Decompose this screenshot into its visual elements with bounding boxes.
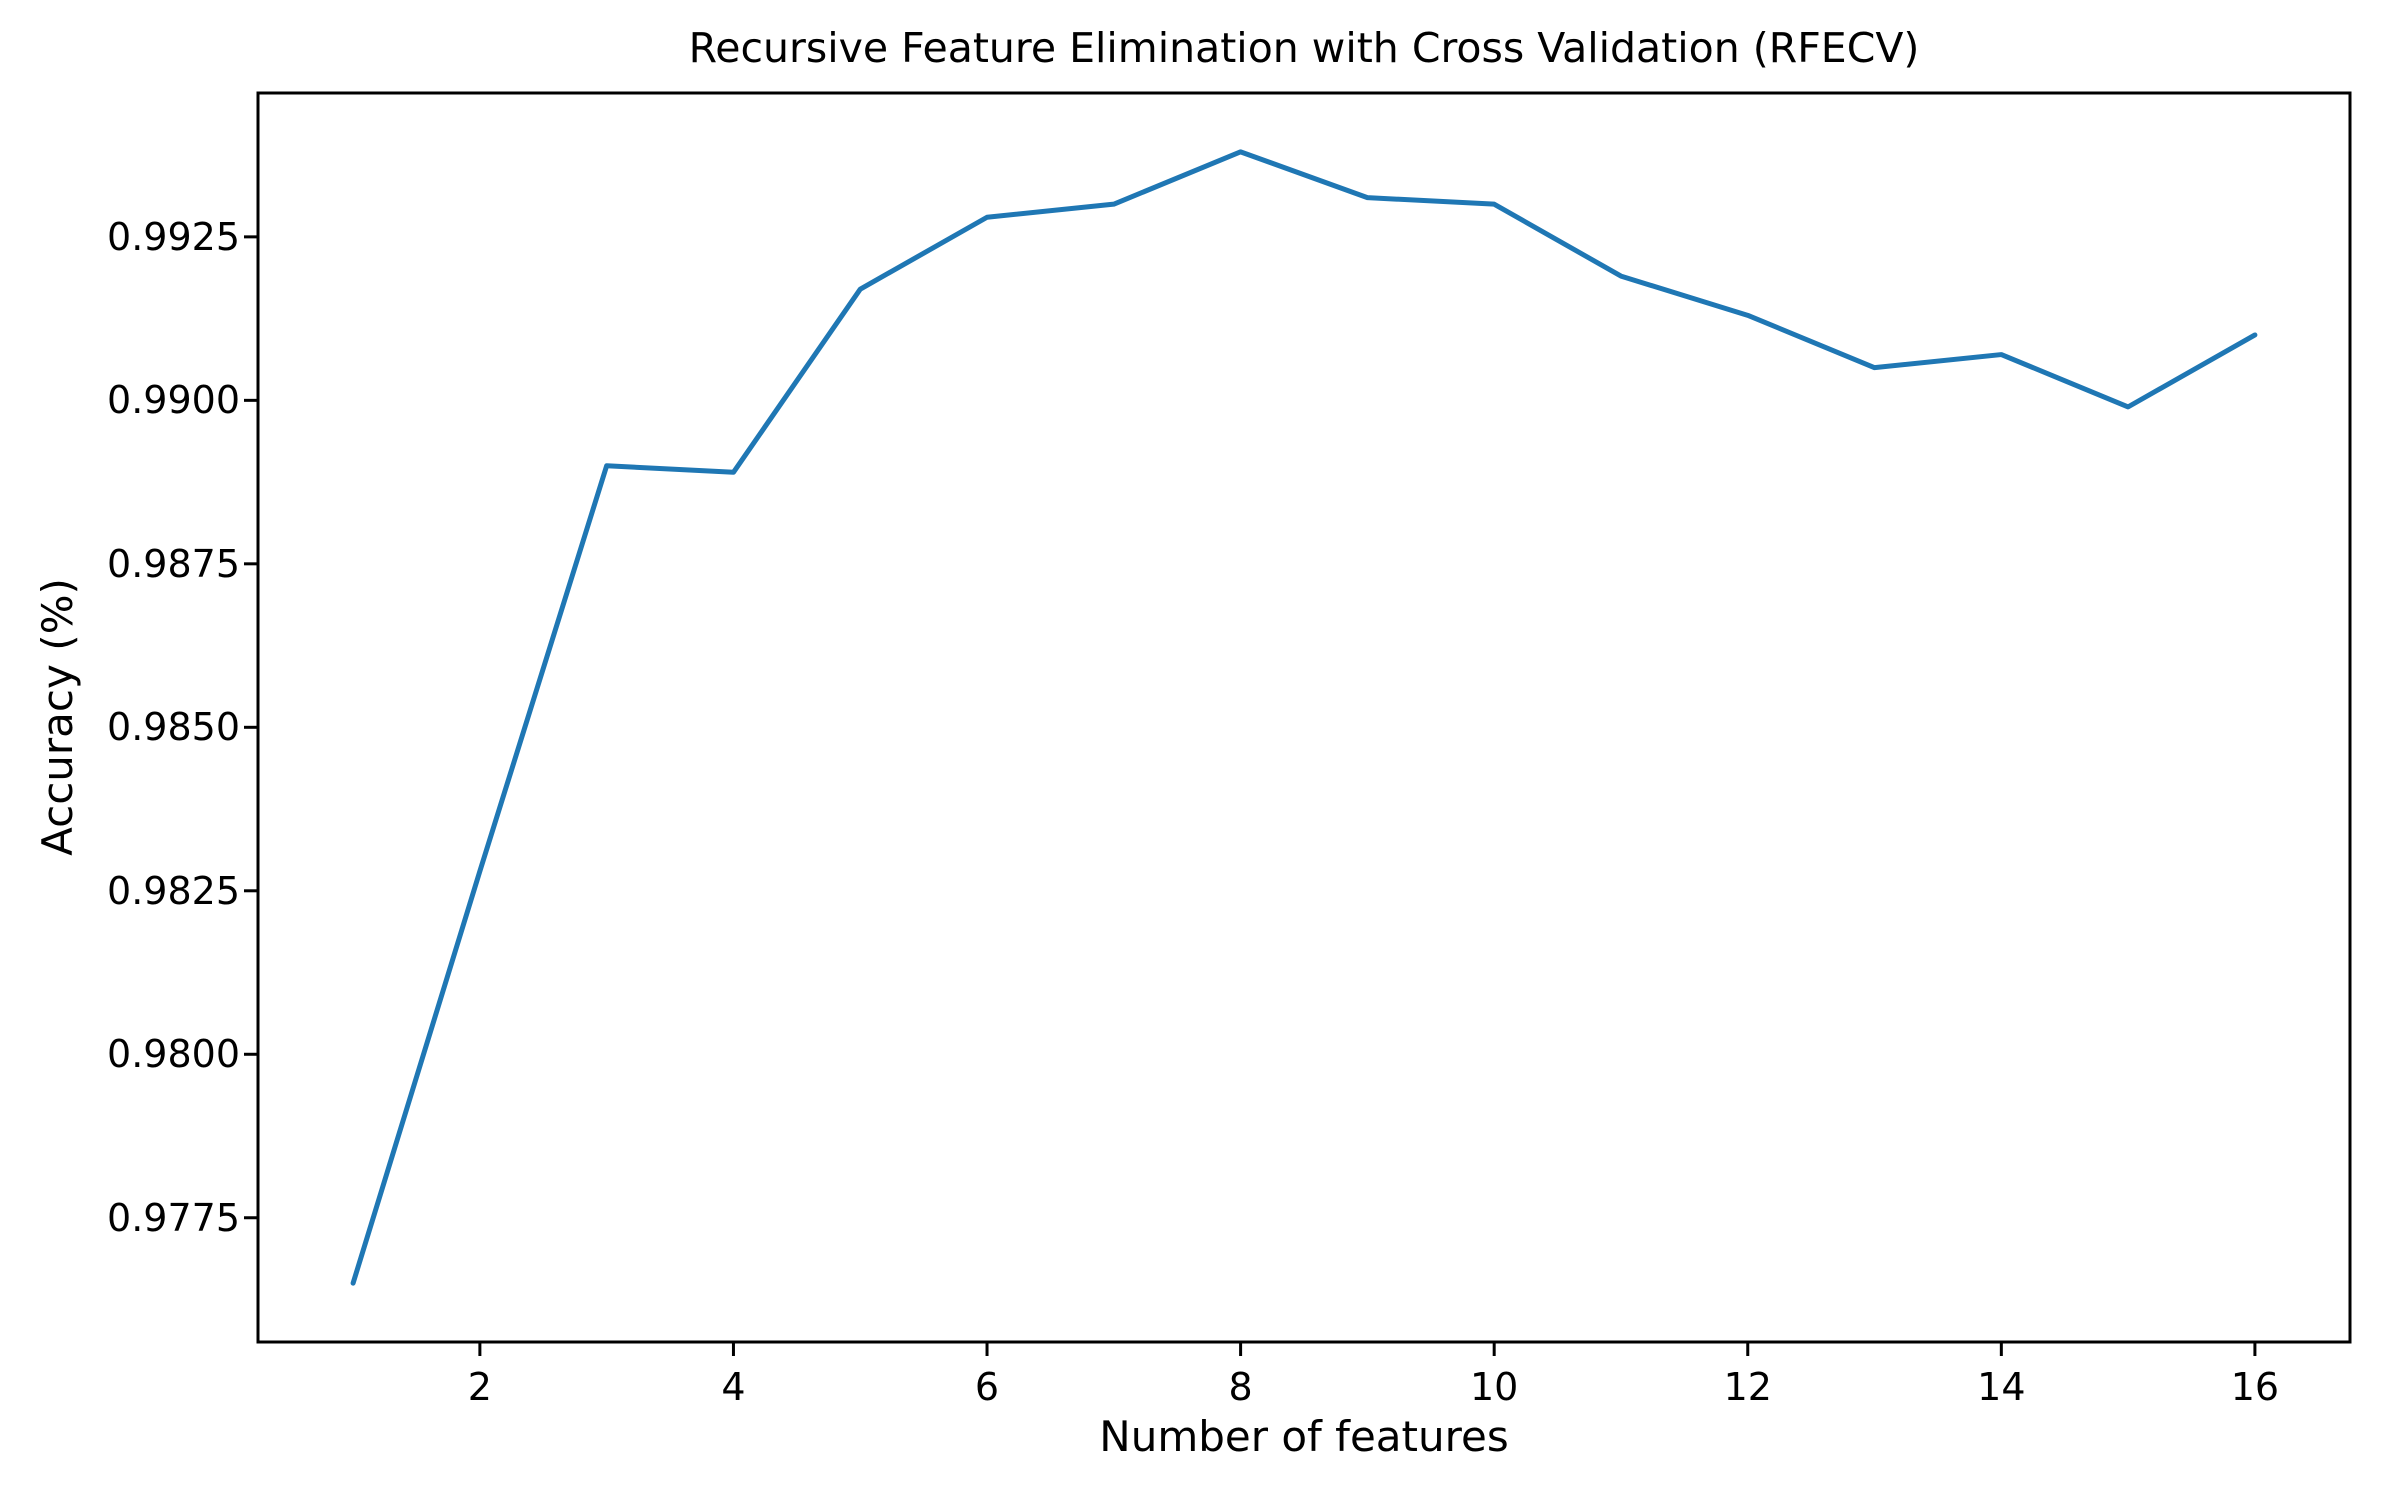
x-tick-label: 10 (1469, 1365, 1519, 1409)
x-tick-label: 16 (2230, 1365, 2280, 1409)
x-tick-label: 8 (1228, 1365, 1253, 1409)
y-tick-label: 0.9850 (107, 705, 240, 750)
x-tick-label: 12 (1723, 1365, 1772, 1409)
chart-title: Recursive Feature Elimination with Cross… (688, 24, 1920, 72)
y-tick-label: 0.9800 (107, 1032, 240, 1077)
x-tick-label: 6 (974, 1365, 1000, 1409)
x-axis-label: Number of features (1099, 1412, 1509, 1461)
axes-spines (256, 91, 2352, 1344)
accuracy-line-series (350, 149, 2258, 1286)
x-tick-label: 4 (721, 1365, 746, 1409)
y-tick-label: 0.9875 (107, 541, 240, 586)
y-tick-label: 0.9925 (107, 214, 240, 259)
y-tick-label: 0.9775 (107, 1195, 240, 1240)
y-tick-label: 0.9900 (107, 378, 240, 423)
y-tick-label: 0.9825 (107, 868, 240, 913)
x-tick-label: 14 (1977, 1365, 2026, 1409)
x-tick-label: 2 (467, 1365, 492, 1409)
